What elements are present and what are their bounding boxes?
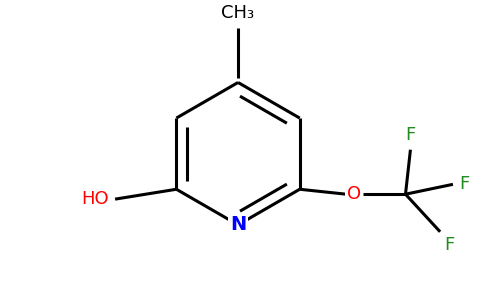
Text: F: F [444,236,454,254]
Text: HO: HO [81,190,109,208]
Text: N: N [230,215,246,234]
Text: F: F [459,175,469,193]
Text: O: O [347,185,361,203]
Text: CH₃: CH₃ [222,4,255,22]
Text: F: F [405,126,416,144]
